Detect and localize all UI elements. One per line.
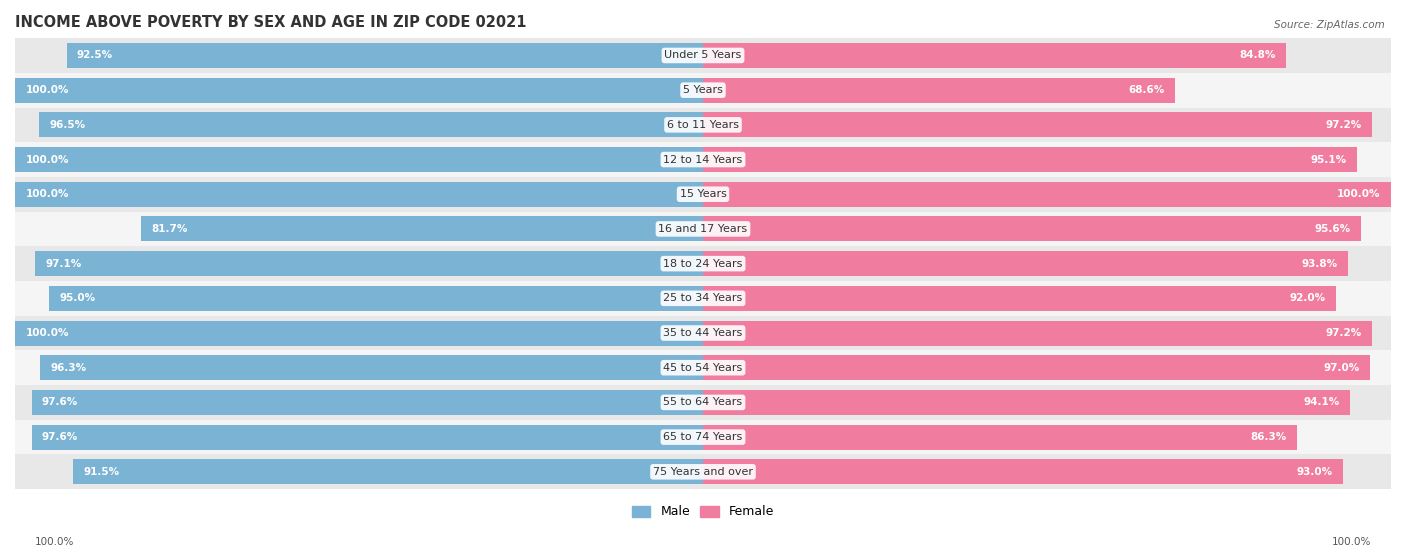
Bar — [15, 350, 1391, 385]
Text: 100.0%: 100.0% — [25, 190, 69, 199]
Bar — [15, 182, 703, 207]
Bar — [15, 212, 1391, 247]
Text: 84.8%: 84.8% — [1240, 50, 1277, 60]
Bar — [15, 281, 1391, 316]
Bar — [703, 147, 1357, 172]
Text: INCOME ABOVE POVERTY BY SEX AND AGE IN ZIP CODE 02021: INCOME ABOVE POVERTY BY SEX AND AGE IN Z… — [15, 15, 526, 30]
Bar — [39, 112, 703, 138]
Text: 5 Years: 5 Years — [683, 85, 723, 95]
Bar — [15, 454, 1391, 489]
Bar — [703, 182, 1391, 207]
Bar — [15, 420, 1391, 454]
Bar — [49, 286, 703, 311]
Bar — [703, 390, 1350, 415]
Bar — [31, 425, 703, 449]
Bar — [15, 78, 703, 103]
Legend: Male, Female: Male, Female — [627, 500, 779, 523]
Bar — [15, 177, 1391, 212]
Text: 75 Years and over: 75 Years and over — [652, 467, 754, 477]
Text: 18 to 24 Years: 18 to 24 Years — [664, 259, 742, 269]
Bar — [141, 216, 703, 241]
Text: 97.6%: 97.6% — [42, 432, 79, 442]
Text: 100.0%: 100.0% — [25, 328, 69, 338]
Bar — [703, 286, 1336, 311]
Bar — [15, 320, 703, 345]
Text: 86.3%: 86.3% — [1250, 432, 1286, 442]
Text: 16 and 17 Years: 16 and 17 Years — [658, 224, 748, 234]
Bar — [31, 390, 703, 415]
Bar — [703, 320, 1372, 345]
Text: Under 5 Years: Under 5 Years — [665, 50, 741, 60]
Bar — [15, 38, 1391, 73]
Text: 12 to 14 Years: 12 to 14 Years — [664, 154, 742, 164]
Text: 45 to 54 Years: 45 to 54 Years — [664, 363, 742, 373]
Text: 68.6%: 68.6% — [1129, 85, 1164, 95]
Text: 100.0%: 100.0% — [1337, 190, 1381, 199]
Text: 92.5%: 92.5% — [77, 50, 112, 60]
Text: 100.0%: 100.0% — [25, 154, 69, 164]
Text: 100.0%: 100.0% — [35, 537, 75, 547]
Bar — [703, 43, 1286, 68]
Text: 95.0%: 95.0% — [59, 293, 96, 304]
Text: 81.7%: 81.7% — [152, 224, 187, 234]
Bar — [15, 147, 703, 172]
Bar — [15, 247, 1391, 281]
Text: 94.1%: 94.1% — [1303, 397, 1340, 408]
Text: 65 to 74 Years: 65 to 74 Years — [664, 432, 742, 442]
Bar — [66, 43, 703, 68]
Text: 97.1%: 97.1% — [45, 259, 82, 269]
Text: 93.8%: 93.8% — [1302, 259, 1339, 269]
Bar — [15, 142, 1391, 177]
Bar — [703, 216, 1361, 241]
Text: 35 to 44 Years: 35 to 44 Years — [664, 328, 742, 338]
Text: 96.3%: 96.3% — [51, 363, 87, 373]
Text: 100.0%: 100.0% — [1331, 537, 1371, 547]
Text: 91.5%: 91.5% — [84, 467, 120, 477]
Text: 6 to 11 Years: 6 to 11 Years — [666, 120, 740, 130]
Bar — [15, 73, 1391, 107]
Bar — [41, 355, 703, 380]
Text: 97.6%: 97.6% — [42, 397, 79, 408]
Bar — [15, 107, 1391, 142]
Bar — [15, 385, 1391, 420]
Text: 25 to 34 Years: 25 to 34 Years — [664, 293, 742, 304]
Text: 95.6%: 95.6% — [1315, 224, 1350, 234]
Bar — [35, 251, 703, 276]
Text: 97.0%: 97.0% — [1324, 363, 1360, 373]
Text: 100.0%: 100.0% — [25, 85, 69, 95]
Text: 95.1%: 95.1% — [1310, 154, 1347, 164]
Text: 92.0%: 92.0% — [1289, 293, 1326, 304]
Bar — [73, 459, 703, 484]
Bar — [703, 112, 1372, 138]
Bar — [703, 459, 1343, 484]
Text: Source: ZipAtlas.com: Source: ZipAtlas.com — [1274, 20, 1385, 30]
Bar — [703, 425, 1296, 449]
Bar — [703, 78, 1175, 103]
Bar — [15, 316, 1391, 350]
Text: 96.5%: 96.5% — [49, 120, 86, 130]
Text: 97.2%: 97.2% — [1326, 120, 1361, 130]
Text: 93.0%: 93.0% — [1296, 467, 1333, 477]
Bar — [703, 355, 1371, 380]
Text: 97.2%: 97.2% — [1326, 328, 1361, 338]
Text: 15 Years: 15 Years — [679, 190, 727, 199]
Bar — [703, 251, 1348, 276]
Text: 55 to 64 Years: 55 to 64 Years — [664, 397, 742, 408]
